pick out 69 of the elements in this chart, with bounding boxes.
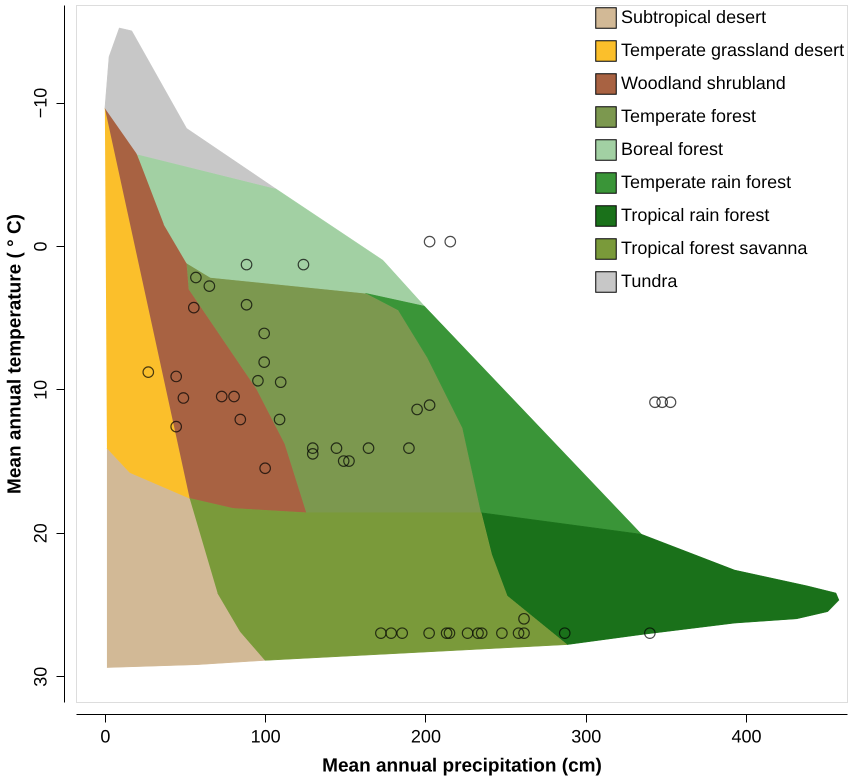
point xyxy=(411,404,423,416)
point xyxy=(664,396,676,408)
point xyxy=(142,366,154,378)
point xyxy=(190,272,202,284)
point xyxy=(330,442,342,454)
point xyxy=(423,627,435,639)
x-tick-label: 0 xyxy=(100,726,110,746)
point xyxy=(216,390,228,402)
point xyxy=(274,376,287,388)
x-tick-label: 400 xyxy=(731,726,762,746)
legend-label: Woodland shrubland xyxy=(621,73,786,93)
point xyxy=(170,370,182,382)
point xyxy=(496,627,508,639)
y-tick-label: 0 xyxy=(30,241,50,252)
point xyxy=(444,236,456,248)
legend-label: Boreal forest xyxy=(621,139,724,159)
point xyxy=(228,390,240,402)
point xyxy=(472,627,484,639)
point xyxy=(649,396,661,408)
point xyxy=(444,627,456,639)
point xyxy=(259,462,271,474)
point xyxy=(462,627,474,639)
point xyxy=(274,414,286,426)
point xyxy=(644,627,656,639)
legend-label: Temperate forest xyxy=(621,106,756,126)
legend-label: Tundra xyxy=(621,271,678,291)
point xyxy=(240,298,252,311)
point xyxy=(512,627,524,639)
legend-label: Subtropical desert xyxy=(621,7,766,27)
point xyxy=(252,374,264,387)
point xyxy=(306,442,319,454)
point xyxy=(258,356,270,368)
y-tick-label: 30 xyxy=(30,666,50,687)
y-tick-label: −10 xyxy=(30,88,50,118)
point xyxy=(656,396,668,408)
x-axis-title: Mean annual precipitation (cm) xyxy=(322,756,602,776)
point xyxy=(240,258,252,270)
point xyxy=(476,627,488,639)
point xyxy=(518,627,530,639)
point xyxy=(385,627,397,639)
point xyxy=(362,442,374,454)
legend-label: Tropical rain forest xyxy=(621,205,770,225)
x-tick-label: 200 xyxy=(410,726,441,746)
y-tick-label: 20 xyxy=(30,523,50,544)
point xyxy=(170,420,182,432)
point xyxy=(343,455,355,467)
legend-label: Temperate rain forest xyxy=(621,172,792,192)
x-tick-label: 300 xyxy=(571,726,602,746)
legend-label: Tropical forest savanna xyxy=(621,238,808,258)
x-tick-label: 100 xyxy=(250,726,281,746)
point xyxy=(204,280,216,292)
point xyxy=(403,442,415,454)
point xyxy=(178,392,190,404)
point xyxy=(558,627,571,639)
point xyxy=(440,627,452,639)
y-axis-title: Mean annual temperature ( ° C) xyxy=(4,214,26,494)
y-tick-label: 10 xyxy=(30,380,50,400)
point xyxy=(424,399,436,411)
point xyxy=(306,448,319,460)
point xyxy=(338,455,350,467)
point xyxy=(375,627,387,639)
point xyxy=(518,612,530,625)
point xyxy=(258,328,270,340)
point xyxy=(188,302,200,314)
point xyxy=(298,258,310,270)
point xyxy=(424,236,436,248)
point xyxy=(234,414,246,426)
legend-label: Temperate grassland desert xyxy=(621,40,844,60)
point xyxy=(396,627,408,639)
